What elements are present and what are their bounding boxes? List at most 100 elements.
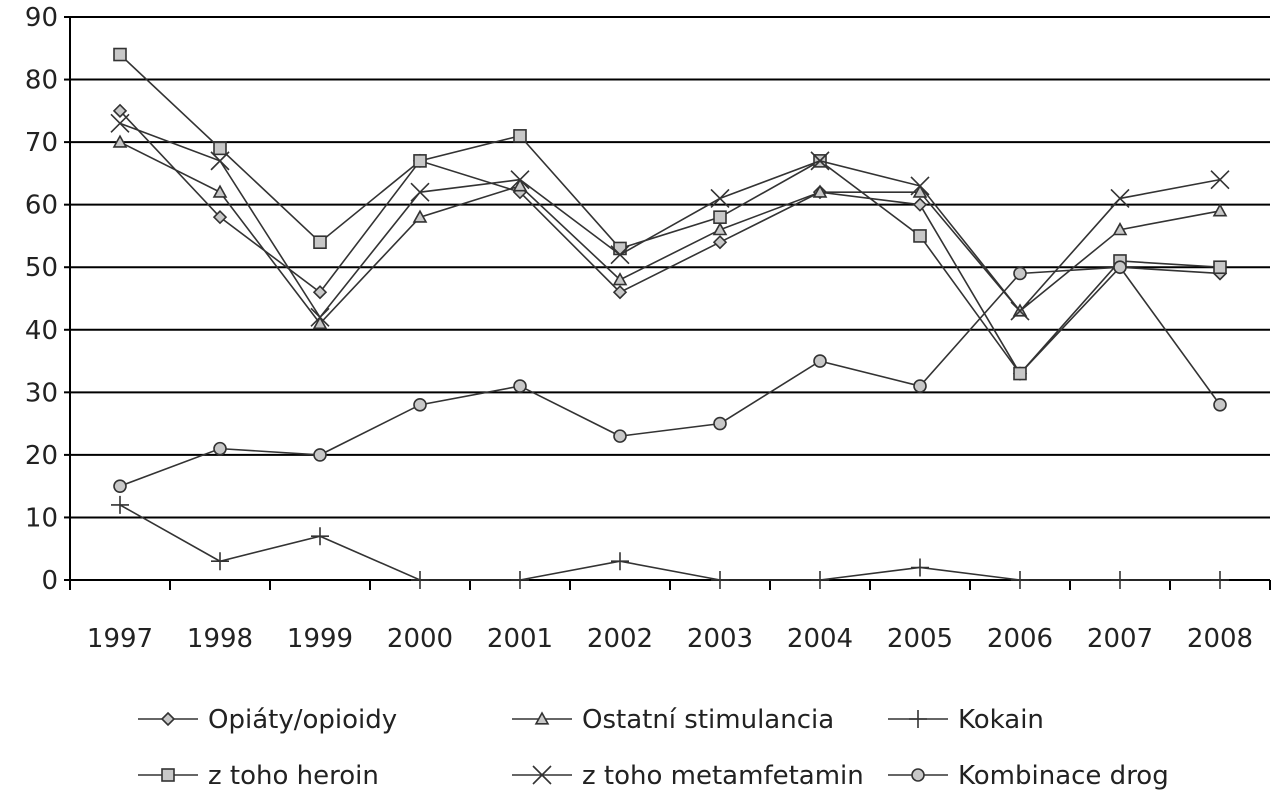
data-point [710,188,730,208]
data-point [913,229,927,243]
data-point [512,178,528,192]
x-tick-label: 2001 [487,624,553,654]
data-point [913,379,927,393]
data-point [113,47,127,62]
legend-marker [161,768,175,782]
data-point [313,448,327,462]
legend-label: z toho heroin [208,761,379,791]
series-0 [112,103,1228,381]
legend-label: Kombinace drog [958,761,1169,791]
data-point [112,103,128,118]
y-tick-label: 30 [25,378,58,408]
series-line [119,504,1220,581]
y-tick-label: 40 [25,316,58,346]
legend-item: Kombinace drog [888,761,1169,791]
data-point [511,571,529,589]
data-point [413,154,427,168]
legend-label: Kokain [958,705,1044,735]
y-tick-label: 10 [25,503,58,533]
data-point [110,113,130,133]
x-tick-label: 2007 [1087,624,1153,654]
data-point [1112,222,1128,236]
data-point [1110,188,1130,208]
y-tick-label: 60 [25,191,58,221]
data-point [712,235,728,250]
series-layer [110,47,1230,589]
data-point [312,285,328,300]
data-point [1213,398,1227,412]
data-point [613,429,627,443]
legend-marker [534,711,550,725]
data-point [413,398,427,412]
series-5 [113,260,1227,493]
x-tick-label: 2002 [587,624,653,654]
x-tick-label: 1998 [187,624,253,654]
data-point [410,182,430,202]
legend-marker [911,768,925,782]
series-line [119,122,1221,319]
data-point [1111,571,1129,589]
x-tick-label: 2005 [887,624,953,654]
legend-item: Kokain [888,705,1044,735]
data-point [711,571,729,589]
data-point [112,134,128,148]
data-point [712,222,728,236]
data-point [612,285,628,300]
data-point [1011,571,1029,589]
data-point [1210,170,1230,190]
legend-label: Opiáty/opioidy [208,705,397,735]
x-tick-label: 2004 [787,624,853,654]
data-point [612,272,628,286]
series-2 [111,495,1229,589]
x-tick-label: 2006 [987,624,1053,654]
legend-label: Ostatní stimulancia [582,705,834,735]
data-point [912,184,928,198]
data-point [111,495,129,514]
data-point [811,571,829,589]
series-4 [110,113,1230,327]
data-point [311,527,329,546]
data-point [212,210,228,225]
legend: Opiáty/opioidy Ostatní stimulancia Kokain z… [138,705,1169,791]
y-tick-label: 80 [25,66,58,96]
data-point [113,479,127,493]
legend-marker [160,711,176,727]
y-tick-label: 20 [25,441,58,471]
data-point [813,354,827,368]
x-tick-label: 2003 [687,624,753,654]
data-point [312,315,328,330]
data-point [513,129,527,143]
series-line [119,141,1221,325]
data-point [812,184,828,198]
legend-label: z toho metamfetamin [582,761,864,791]
data-point [210,151,230,171]
data-point [1113,260,1127,275]
data-point [1211,571,1229,589]
legend-item: z toho heroin [138,761,379,791]
data-point [1213,260,1227,275]
data-point [1010,301,1030,321]
data-point [1013,266,1027,281]
data-point [810,151,830,171]
y-tick-label: 0 [41,566,58,596]
data-point [313,235,327,249]
data-point [211,552,229,571]
data-point [611,552,629,571]
data-point [510,170,530,190]
data-point [513,379,527,393]
series-line [119,53,1221,375]
x-tick-label: 2000 [387,624,453,654]
x-tick-label: 1999 [287,624,353,654]
legend-item: Ostatní stimulancia [512,705,834,735]
data-point [213,141,227,156]
y-tick-label: 90 [25,3,58,33]
data-point [1212,203,1228,217]
data-point [1013,366,1027,381]
data-point [910,176,930,196]
data-point [911,558,929,577]
data-point [713,416,727,431]
legend-marker [532,765,552,785]
series-3 [113,47,1227,381]
legend-marker [909,710,927,728]
